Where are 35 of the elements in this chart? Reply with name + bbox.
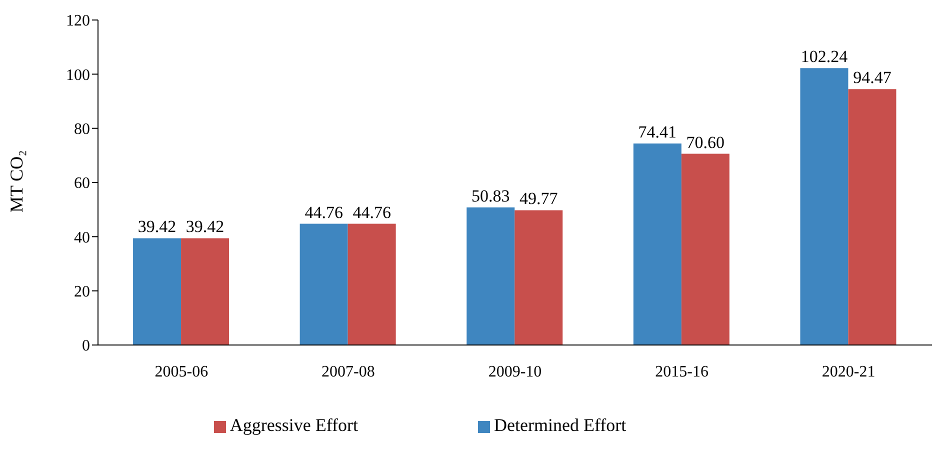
- x-tick-label: 2007-08: [322, 363, 375, 380]
- legend-label: Aggressive Effort: [230, 415, 358, 435]
- bar: [514, 210, 563, 345]
- bar: [348, 224, 396, 345]
- bar: [300, 224, 348, 345]
- data-label: 44.76: [304, 202, 343, 222]
- y-tick-label: 60: [74, 175, 90, 192]
- data-label: 70.60: [686, 132, 725, 152]
- x-tick-label: 2009-10: [488, 363, 542, 380]
- data-label: 102.24: [800, 47, 848, 66]
- y-tick-label: 80: [74, 121, 90, 138]
- data-label: 94.47: [853, 68, 892, 88]
- y-tick-label: 20: [74, 284, 90, 301]
- data-label: 49.77: [520, 189, 558, 208]
- data-label: 50.83: [472, 186, 510, 206]
- y-tick-label: 40: [74, 229, 90, 246]
- data-label: 44.76: [352, 202, 391, 222]
- y-tick-label: 0: [82, 338, 90, 355]
- bar: [681, 154, 730, 345]
- bar: [848, 89, 896, 345]
- bar: [800, 68, 848, 345]
- bar: [633, 143, 682, 345]
- x-tick-label: 2015-16: [655, 363, 708, 380]
- bar: [181, 238, 230, 345]
- x-tick-label: 2020-21: [822, 363, 876, 380]
- data-label: 39.42: [186, 217, 224, 236]
- y-tick-label: 120: [66, 12, 90, 30]
- data-label: 74.41: [638, 122, 677, 142]
- y-axis-title: MT CO₂: [6, 150, 26, 212]
- data-label: 39.42: [138, 217, 176, 236]
- y-tick-label: 100: [66, 66, 90, 84]
- legend-label: Determined Effort: [494, 415, 626, 435]
- bar: [133, 238, 182, 345]
- x-tick-label: 2005-06: [154, 363, 208, 380]
- bar: [466, 207, 515, 345]
